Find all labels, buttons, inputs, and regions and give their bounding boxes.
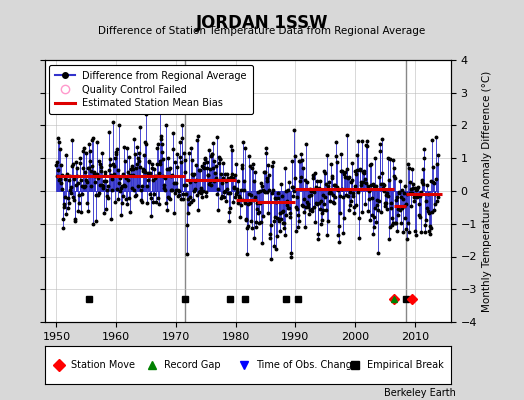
Text: Empirical Break: Empirical Break	[367, 360, 444, 370]
Text: Time of Obs. Change: Time of Obs. Change	[256, 360, 357, 370]
Legend: Difference from Regional Average, Quality Control Failed, Estimated Station Mean: Difference from Regional Average, Qualit…	[49, 65, 253, 114]
Text: Berkeley Earth: Berkeley Earth	[384, 388, 456, 398]
Text: Difference of Station Temperature Data from Regional Average: Difference of Station Temperature Data f…	[99, 26, 425, 36]
Text: Record Gap: Record Gap	[165, 360, 221, 370]
Text: JORDAN 1SSW: JORDAN 1SSW	[196, 14, 328, 32]
Text: Station Move: Station Move	[71, 360, 135, 370]
Y-axis label: Monthly Temperature Anomaly Difference (°C): Monthly Temperature Anomaly Difference (…	[483, 70, 493, 312]
